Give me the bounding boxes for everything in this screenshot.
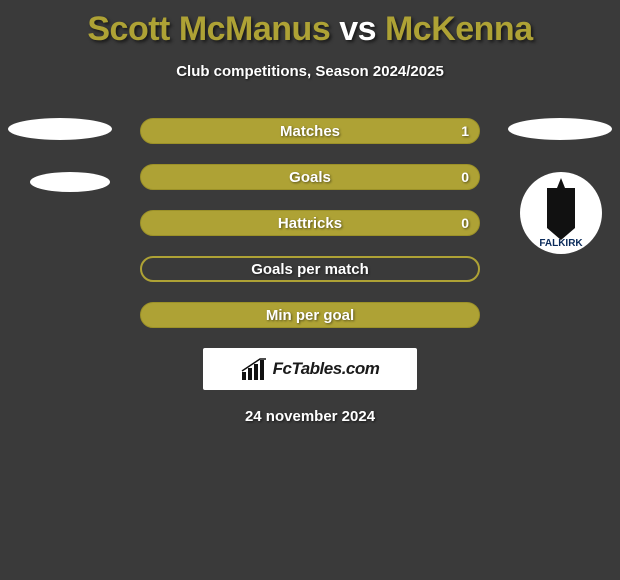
player2-name: McKenna [385, 10, 533, 48]
stat-label: Hattricks [278, 215, 342, 232]
comparison-title: Scott McManus vs McKenna [0, 10, 620, 49]
left-club-placeholder [8, 118, 112, 140]
svg-text:FALKIRK: FALKIRK [539, 238, 583, 249]
stat-label: Matches [280, 123, 340, 140]
left-club-placeholder [30, 172, 110, 192]
attribution-badge: FcTables.com [203, 348, 417, 390]
attribution-text: FcTables.com [273, 359, 380, 379]
stat-label: Goals [289, 169, 331, 186]
stat-row-goals-per-match: Goals per match [140, 256, 480, 282]
stat-row-matches: Matches 1 [140, 118, 480, 144]
snapshot-date: 24 november 2024 [0, 408, 620, 425]
right-club-placeholder [508, 118, 612, 140]
crest-icon: FALKIRK [520, 172, 602, 254]
player1-name: Scott McManus [87, 10, 330, 48]
stat-value-right: 0 [461, 169, 469, 185]
stat-row-min-per-goal: Min per goal [140, 302, 480, 328]
stat-value-right: 0 [461, 215, 469, 231]
stat-label: Goals per match [251, 261, 369, 278]
subtitle: Club competitions, Season 2024/2025 [0, 63, 620, 80]
stat-row-hattricks: Hattricks 0 [140, 210, 480, 236]
stat-label: Min per goal [266, 307, 354, 324]
bars-icon [241, 358, 267, 380]
vs-text: vs [339, 10, 376, 48]
content-area: FALKIRK Matches 1 Goals 0 Hattricks 0 Goals pe… [0, 118, 620, 425]
stat-value-right: 1 [461, 123, 469, 139]
stat-row-goals: Goals 0 [140, 164, 480, 190]
stats-container: Matches 1 Goals 0 Hattricks 0 Goals per match M… [140, 118, 480, 328]
right-club-crest: FALKIRK [520, 172, 602, 254]
